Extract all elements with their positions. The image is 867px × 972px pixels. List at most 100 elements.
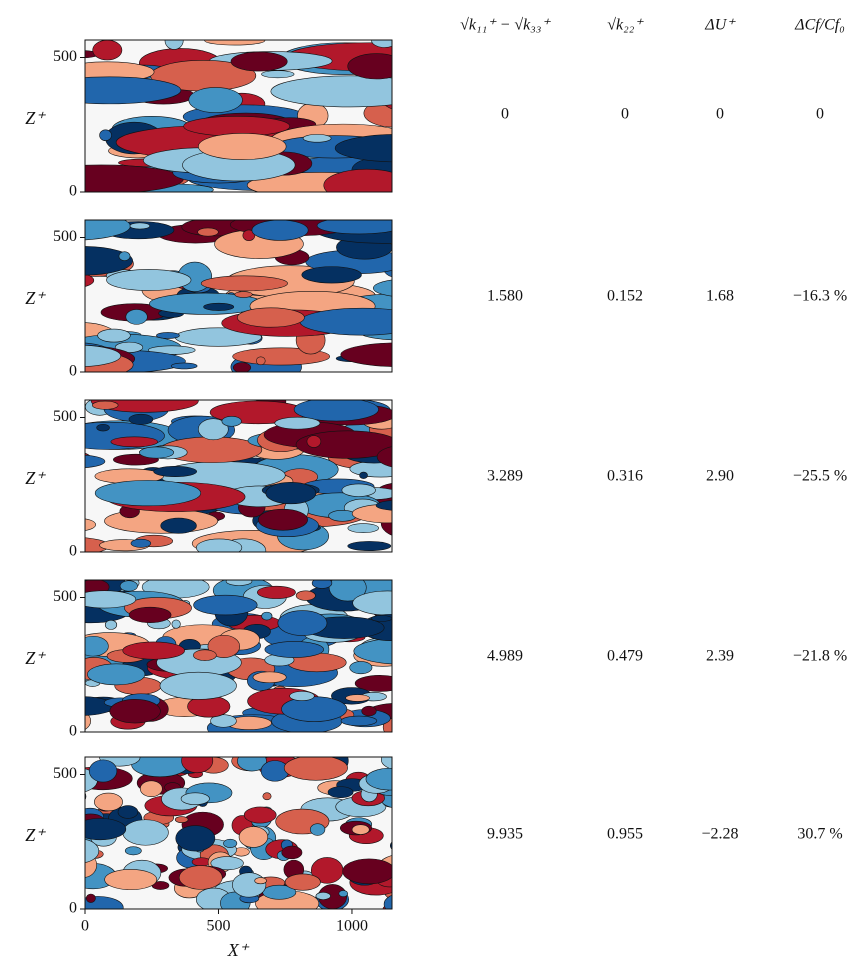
- contour-blob: [254, 877, 267, 885]
- table-cell: 4.989: [487, 648, 523, 665]
- table-cell: 0: [621, 106, 629, 123]
- y-axis-label: Z⁺: [25, 108, 46, 128]
- contour-blob: [270, 75, 392, 108]
- panel-frame: [84, 39, 393, 193]
- contour-blob: [223, 838, 238, 848]
- contour-blob: [61, 866, 80, 880]
- contour-blob: [124, 846, 142, 856]
- contour-blob: [178, 865, 223, 890]
- contour-blob: [193, 649, 217, 661]
- contour-blob: [383, 894, 392, 909]
- table-cell: 0.316: [607, 468, 643, 485]
- panel-frame: [84, 219, 393, 373]
- contour-blob: [193, 594, 258, 616]
- y-tick-label: 500: [53, 48, 77, 65]
- contour-blob: [334, 134, 392, 163]
- contour-blob: [139, 780, 163, 797]
- y-tick-label: 0: [69, 543, 77, 560]
- contour-blob: [359, 471, 368, 479]
- contour-blob: [274, 416, 321, 430]
- table-cell: 1.68: [706, 288, 734, 305]
- contour-blob: [196, 538, 243, 552]
- contour-blob: [256, 585, 296, 599]
- contour-blob: [302, 134, 332, 143]
- contour-blob: [347, 53, 392, 80]
- contour-blob: [309, 823, 326, 836]
- contour-blob: [264, 641, 324, 658]
- y-tick-label: 500: [53, 408, 77, 425]
- contour-blob: [376, 446, 392, 468]
- table-cell: 0.152: [607, 288, 643, 305]
- contour-blob: [237, 757, 267, 772]
- contour-blob: [180, 792, 210, 805]
- panel-frame: [84, 579, 393, 733]
- contour-blob: [85, 76, 182, 105]
- contour-blob: [328, 580, 367, 602]
- contour-blob: [234, 291, 253, 298]
- table-cell: 3.289: [487, 468, 523, 485]
- contour-blob: [160, 517, 197, 534]
- y-axis-label: Z⁺: [25, 288, 46, 308]
- contour-blob: [352, 590, 392, 616]
- table-cell: 0: [816, 106, 824, 123]
- contour-blob: [110, 436, 159, 448]
- contour-blob: [281, 845, 303, 860]
- contour-blob: [277, 610, 328, 636]
- contour-blob: [85, 818, 127, 841]
- table-cell: 9.935: [487, 826, 523, 843]
- contour-blob: [381, 757, 392, 770]
- contour-blob: [203, 302, 235, 311]
- contour-field: [85, 220, 392, 372]
- y-tick-label: 500: [53, 228, 77, 245]
- contour-blob: [225, 580, 253, 586]
- contour-blob: [94, 480, 202, 507]
- panel-frame: [84, 399, 393, 553]
- contour-blob: [341, 483, 376, 497]
- contour-blob: [53, 845, 78, 869]
- contour-field: [53, 757, 392, 909]
- contour-blob: [293, 400, 379, 422]
- contour-blob: [301, 266, 362, 284]
- contour-blob: [243, 806, 277, 824]
- contour-blob: [153, 466, 198, 477]
- contour-blob: [197, 418, 229, 441]
- contour-blob: [361, 705, 377, 717]
- contour-blob: [210, 714, 237, 728]
- contour-blob: [402, 681, 419, 689]
- contour-blob: [261, 611, 273, 621]
- contour-blob: [283, 757, 348, 781]
- contour-blob: [387, 762, 392, 778]
- contour-blob: [181, 757, 214, 774]
- y-axis-label: Z⁺: [25, 648, 46, 668]
- table-cell: 2.39: [706, 648, 734, 665]
- table-header: √k₂₂⁺: [607, 17, 644, 34]
- contour-blob: [316, 220, 392, 235]
- contour-blob: [200, 275, 288, 292]
- contour-blob: [347, 523, 379, 534]
- contour-field: [65, 400, 392, 552]
- table-cell: −21.8 %: [793, 648, 847, 665]
- contour-blob: [207, 634, 241, 658]
- y-tick-label: 0: [69, 900, 77, 917]
- contour-blob: [92, 40, 123, 61]
- contour-blob: [85, 273, 95, 287]
- contour-blob: [232, 362, 252, 372]
- contour-blob: [118, 251, 131, 261]
- table-cell: 0.955: [607, 826, 643, 843]
- contour-blob: [65, 431, 84, 441]
- contour-blob: [295, 590, 316, 601]
- contour-blob: [57, 618, 76, 626]
- contour-blob: [261, 70, 295, 79]
- contour-blob: [260, 760, 290, 782]
- table-cell: −16.3 %: [793, 288, 847, 305]
- contour-blob: [85, 635, 109, 657]
- table-cell: 1.580: [487, 288, 523, 305]
- contour-blob: [284, 873, 321, 891]
- contour-blob: [323, 168, 392, 192]
- contour-blob: [265, 482, 317, 505]
- contour-blob: [85, 893, 96, 903]
- contour-blob: [85, 246, 133, 276]
- contour-blob: [221, 416, 242, 427]
- contour-blob: [85, 454, 106, 468]
- contour-blob: [188, 87, 243, 113]
